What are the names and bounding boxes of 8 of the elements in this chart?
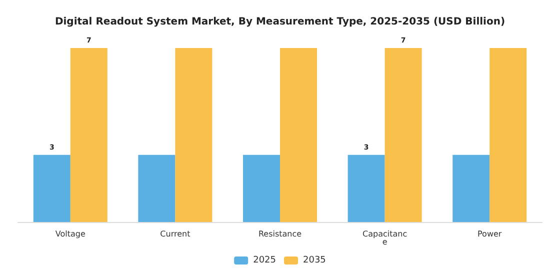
x-tick-label: Power — [478, 230, 502, 238]
legend-label: 2035 — [303, 256, 326, 266]
x-tick-label: Current — [160, 230, 190, 238]
x-tick-label: Resistance — [258, 230, 302, 238]
x-tick-label: Capacitance — [362, 230, 408, 246]
chart-title: Digital Readout System Market, By Measurement Type, 2025-2035 (USD Billion) — [54, 16, 506, 28]
x-tick-label: Voltage — [55, 230, 86, 238]
legend-label: 2025 — [253, 256, 276, 266]
